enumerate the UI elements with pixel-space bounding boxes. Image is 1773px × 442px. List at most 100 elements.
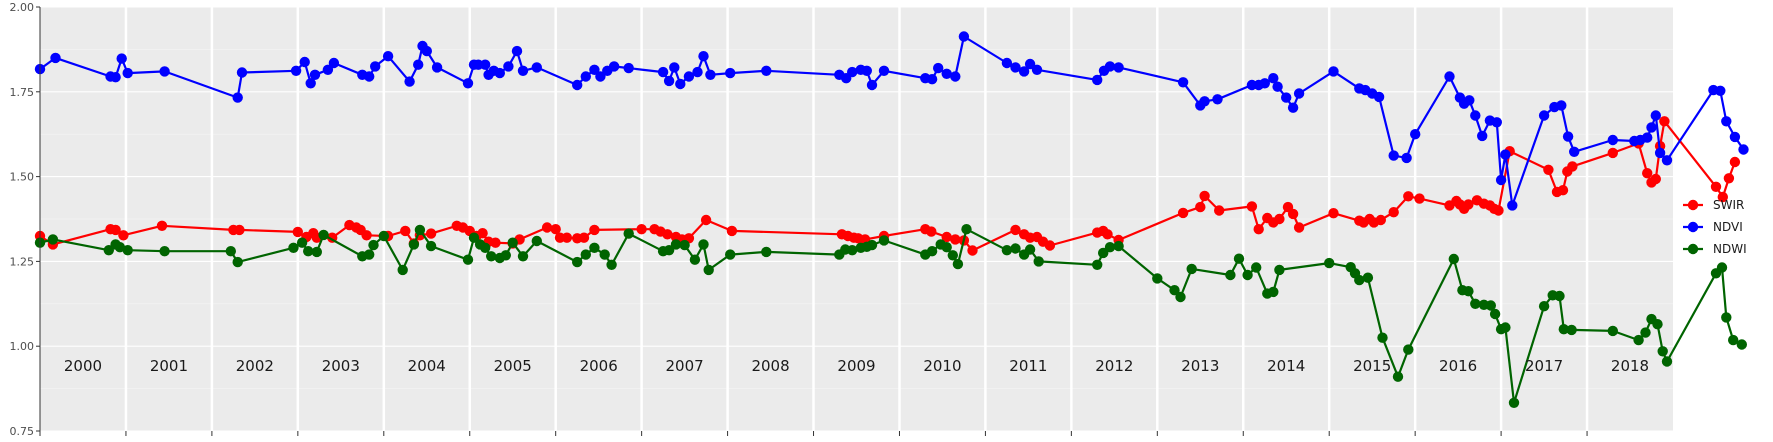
data-point-ndvi [1650,110,1662,121]
data-point-swir [1493,205,1504,216]
data-point-ndwi [103,245,115,256]
data-point-swir [636,224,647,235]
data-point-swir [1287,208,1299,220]
data-point-ndwi [1392,371,1404,382]
data-point-swir [967,245,978,256]
data-point-ndwi [1633,334,1644,346]
data-point-swir [1659,116,1670,127]
y-tick-label: 2.00 [10,1,35,14]
data-point-ndvi [669,62,680,73]
data-point-ndwi [1640,327,1651,338]
data-point-ndwi [1186,263,1197,275]
data-point-ndwi [1225,269,1236,281]
data-point-ndwi [531,235,542,247]
year-label: 2017 [1525,357,1563,375]
data-point-ndwi [1001,245,1013,256]
data-point-ndvi [1495,174,1507,186]
data-point-ndwi [500,250,511,261]
data-point-ndvi [933,62,944,74]
data-point-ndvi [413,59,424,70]
data-point-ndwi [296,237,308,248]
legend-label-ndvi: NDVI [1713,220,1743,234]
data-point-ndvi [1721,116,1732,127]
data-point-ndwi [1354,274,1365,286]
data-point-ndvi [847,66,858,78]
year-label: 2013 [1181,357,1219,375]
data-point-ndvi [1199,96,1210,107]
data-point-swir [1102,229,1113,240]
data-point-ndvi [462,78,474,89]
year-label: 2016 [1439,357,1477,375]
data-point-ndwi [1485,300,1497,311]
data-point-ndvi [1507,200,1518,211]
data-point-ndvi [1500,149,1511,160]
data-point-ndwi [1448,253,1460,265]
data-point-ndvi [290,65,302,77]
data-point-swir [541,222,553,233]
data-point-ndvi [116,53,127,64]
data-point-ndvi [1729,131,1741,143]
data-point-ndvi [1646,122,1657,133]
data-point-ndwi [580,249,591,260]
data-point-ndwi [1403,344,1414,355]
data-point-ndwi [517,251,529,262]
data-point-swir [477,228,488,239]
data-point-ndvi [480,59,491,70]
series-layer [34,31,1749,408]
data-point-ndvi [50,52,61,64]
data-point-swir [400,225,411,237]
data-point-ndvi [878,65,890,77]
data-point-ndvi [1569,146,1580,157]
data-point-ndvi [1562,131,1574,142]
data-point-ndvi [941,68,952,80]
data-point-ndwi [572,256,583,268]
data-point-ndwi [663,245,675,256]
data-point-ndvi [1388,150,1399,161]
y-tick-label: 1.00 [10,340,35,353]
data-point-ndwi [425,240,437,252]
data-point-swir [1403,191,1414,202]
data-point-ndwi [1242,269,1253,281]
data-point-ndvi [1092,74,1103,86]
data-point-ndvi [517,65,529,77]
data-point-ndvi [866,79,878,91]
data-point-ndwi [1489,308,1501,320]
legend-marker-ndvi [1687,221,1699,233]
data-point-swir [941,231,952,243]
year-label: 2014 [1267,357,1305,375]
data-point-ndwi [507,237,518,248]
data-point-ndwi [689,254,701,265]
year-label: 2002 [236,357,274,375]
data-point-swir [1274,213,1285,225]
legend-marker-swir [1687,199,1699,211]
data-point-ndwi [1721,312,1732,323]
year-label: 2000 [64,357,102,375]
data-point-ndvi [1259,78,1271,89]
data-point-ndwi [480,242,491,253]
data-point-ndvi [382,51,394,62]
data-point-swir [1710,181,1722,192]
data-point-ndwi [1092,259,1103,270]
y-tick-label: 0.75 [10,425,35,438]
data-point-ndwi [679,239,690,251]
data-point-ndwi [926,246,938,257]
data-point-ndvi [595,71,606,82]
data-point-ndwi [47,234,59,245]
data-point-ndvi [657,66,669,78]
data-point-ndwi [1508,397,1520,408]
data-point-ndwi [1268,286,1279,298]
data-point-ndvi [1444,71,1455,82]
data-point-ndwi [961,224,972,235]
data-point-ndvi [1715,85,1726,97]
data-point-ndvi [1281,92,1292,103]
data-point-ndvi [494,67,505,79]
data-point-swir [110,224,121,236]
year-label: 2018 [1611,357,1649,375]
year-label: 2015 [1353,357,1391,375]
data-point-ndvi [958,31,970,42]
data-point-swir [1253,224,1264,235]
data-point-ndwi [1274,264,1285,276]
year-label: 2011 [1009,357,1047,375]
data-point-ndvi [1654,147,1666,159]
data-point-ndvi [1268,73,1279,84]
